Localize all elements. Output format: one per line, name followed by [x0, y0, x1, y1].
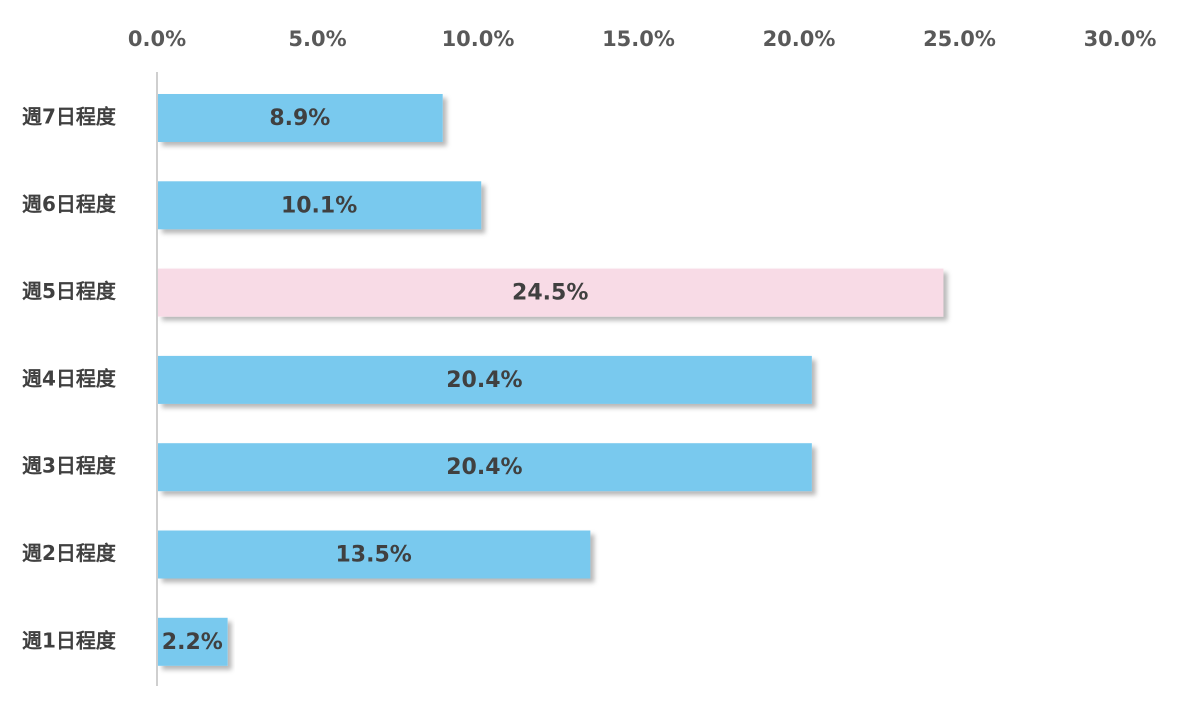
x-tick-label: 0.0%: [128, 27, 186, 51]
bar-4: [158, 355, 812, 404]
bar-1: [158, 94, 443, 142]
bar-2: [158, 181, 482, 230]
category-label: 週7日程度: [22, 105, 117, 129]
category-label: 週4日程度: [22, 366, 117, 390]
bar-7: [158, 617, 228, 666]
x-tick-label: 5.0%: [288, 27, 346, 51]
category-label: 週5日程度: [22, 279, 117, 303]
category-label: 週2日程度: [22, 541, 117, 565]
data-label: 24.5%: [512, 281, 588, 306]
data-label: 10.1%: [281, 193, 357, 218]
data-label: 20.4%: [446, 368, 522, 393]
category-label: 週1日程度: [22, 628, 117, 652]
category-label: 週3日程度: [22, 454, 117, 478]
data-labels: 8.9% 10.1% 24.5% 20.4% 20.4% 13.5% 2.2%: [162, 106, 589, 655]
data-label: 20.4%: [446, 455, 522, 480]
bar-3: [158, 268, 944, 317]
x-tick-label: 15.0%: [602, 27, 675, 51]
x-tick-label: 30.0%: [1084, 27, 1157, 51]
bar-6: [158, 530, 591, 579]
x-tick-label: 20.0%: [763, 27, 836, 51]
bar-5: [158, 443, 812, 492]
x-tick-label: 25.0%: [923, 27, 996, 51]
data-label: 2.2%: [162, 630, 223, 655]
data-label: 13.5%: [336, 543, 412, 568]
data-label: 8.9%: [269, 106, 330, 131]
bar-series: [158, 94, 944, 666]
x-axis-ticks: 0.0% 5.0% 10.0% 15.0% 20.0% 25.0% 30.0%: [128, 27, 1157, 51]
category-label: 週6日程度: [22, 192, 117, 216]
x-tick-label: 10.0%: [442, 27, 515, 51]
